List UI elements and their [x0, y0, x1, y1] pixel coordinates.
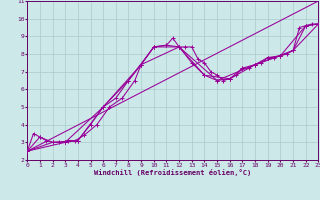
X-axis label: Windchill (Refroidissement éolien,°C): Windchill (Refroidissement éolien,°C) — [94, 169, 252, 176]
